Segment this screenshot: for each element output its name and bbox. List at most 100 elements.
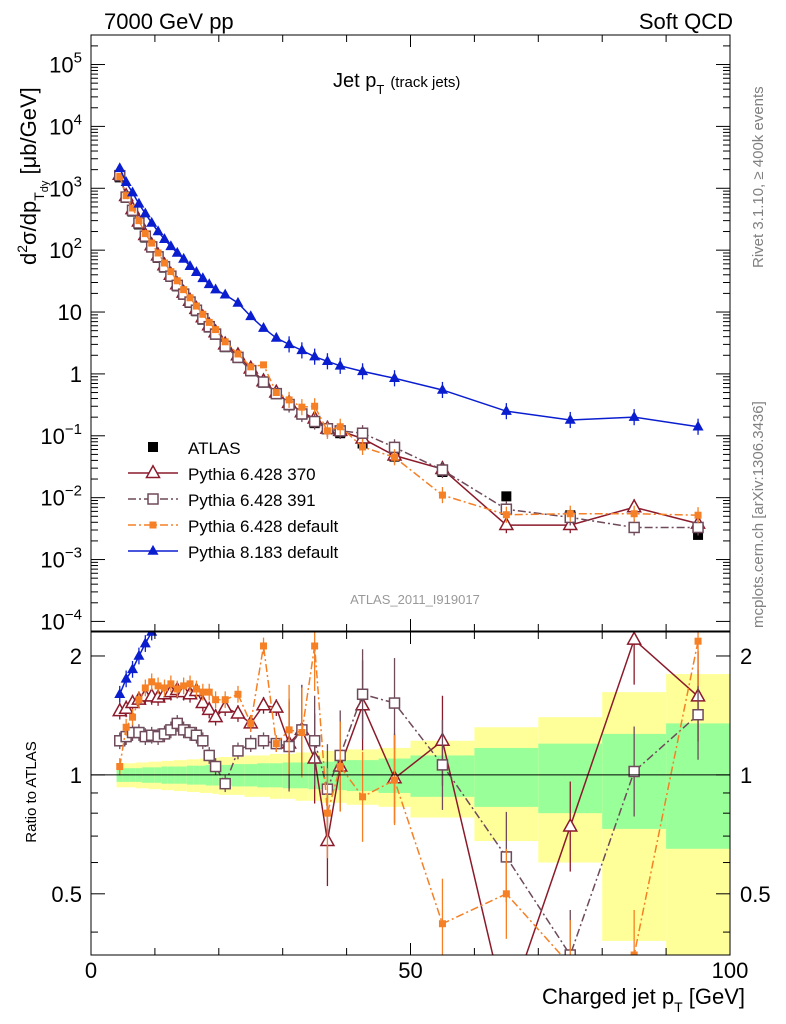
data-point xyxy=(357,365,369,376)
ratio-point xyxy=(247,719,255,727)
data-point xyxy=(566,510,574,518)
mcplots-label: mcplots.cern.ch [arXiv:1306.3436] xyxy=(750,401,767,628)
data-point xyxy=(178,252,190,263)
data-point xyxy=(146,216,158,227)
y-tick-label: 103 xyxy=(49,173,82,201)
ratio-point xyxy=(172,559,183,569)
ratio-point xyxy=(628,765,640,778)
data-point xyxy=(205,318,213,326)
data-point xyxy=(180,286,188,294)
ratio-point xyxy=(391,776,399,784)
analysis-label: ATLAS_2011_I919017 xyxy=(350,592,480,607)
ratio-point xyxy=(209,760,222,773)
ratio-point xyxy=(257,735,270,747)
ratio-point xyxy=(271,374,282,384)
ratio-point xyxy=(359,793,367,801)
y-tick-label: 10 xyxy=(58,300,82,325)
ratio-y-tick-label-right: 1 xyxy=(740,763,752,788)
data-point xyxy=(308,415,321,428)
data-point xyxy=(190,266,202,276)
ratio-point xyxy=(127,663,139,674)
ratio-point xyxy=(626,632,642,645)
data-point xyxy=(694,511,702,519)
data-point xyxy=(285,396,293,404)
ratio-point xyxy=(260,642,268,650)
data-point xyxy=(257,376,270,388)
axis-ticks xyxy=(90,34,731,955)
ratio-point xyxy=(154,682,162,690)
ratio-point xyxy=(219,777,231,790)
y-tick-label: 10−1 xyxy=(40,421,82,449)
data-point xyxy=(245,310,257,321)
ratio-point xyxy=(567,962,574,969)
ratio-point xyxy=(203,749,215,762)
legend-label: ATLAS xyxy=(188,439,241,458)
main-plot-data xyxy=(111,162,706,540)
ratio-point xyxy=(245,737,257,750)
data-point xyxy=(122,192,130,200)
data-point xyxy=(219,288,231,299)
data-point xyxy=(260,361,268,369)
data-point xyxy=(692,420,704,431)
ratio-point xyxy=(438,920,446,928)
legend-label: Pythia 6.428 391 xyxy=(188,491,316,510)
data-point xyxy=(692,521,704,534)
series-line xyxy=(119,168,699,428)
data-point xyxy=(359,443,367,451)
y-tick-label: 10−2 xyxy=(40,483,82,511)
ratio-point xyxy=(629,66,640,76)
data-point xyxy=(500,405,512,415)
ratio-point xyxy=(205,688,213,696)
y-tick-label: 105 xyxy=(49,50,82,78)
series-0 xyxy=(114,172,704,540)
ratio-point xyxy=(268,698,285,713)
ratio-point xyxy=(230,704,246,719)
data-point xyxy=(336,423,344,431)
data-point xyxy=(311,402,319,410)
ratio-point xyxy=(148,678,156,686)
ratio-point xyxy=(207,708,224,723)
data-point xyxy=(165,240,177,251)
legend-marker xyxy=(148,442,158,452)
legend-marker xyxy=(145,464,161,479)
x-tick-label: 0 xyxy=(85,958,97,983)
ratio-point xyxy=(437,246,448,256)
ratio-y-tick-label: 1 xyxy=(70,763,82,788)
data-point xyxy=(199,310,207,318)
data-point xyxy=(148,239,156,247)
data-point xyxy=(323,427,331,435)
legend-label: Pythia 6.428 370 xyxy=(188,465,316,484)
x-axis-label: Charged jet pT [GeV] xyxy=(542,984,745,1015)
ratio-y-axis-label: Ratio to ATLAS xyxy=(23,741,40,842)
data-point xyxy=(154,249,162,257)
y-tick-label: 1 xyxy=(70,362,82,387)
data-point xyxy=(210,283,222,294)
data-point xyxy=(498,516,515,531)
header-energy: 7000 GeV pp xyxy=(104,9,234,34)
data-point xyxy=(270,331,282,342)
ratio-point xyxy=(171,717,184,730)
rivet-label: Rivet 3.1.10, ≥ 400k events xyxy=(750,86,767,268)
band-green xyxy=(474,747,539,807)
ratio-y-tick-label-right: 2 xyxy=(740,644,752,669)
ratio-point xyxy=(159,592,170,602)
data-point xyxy=(247,363,255,371)
header-process: Soft QCD xyxy=(639,9,733,34)
main-plot-frame xyxy=(90,34,731,632)
data-point xyxy=(160,259,168,267)
data-point xyxy=(173,277,181,285)
ratio-series-3 xyxy=(114,66,640,703)
ratio-point xyxy=(336,763,344,771)
ratio-point xyxy=(165,724,177,736)
data-point xyxy=(628,521,640,534)
data-point xyxy=(334,359,346,370)
data-point xyxy=(158,233,170,244)
ratio-point xyxy=(180,682,188,690)
legend-label: Pythia 8.183 default xyxy=(188,543,339,562)
ratio-point xyxy=(308,735,321,747)
ratio-point xyxy=(565,159,576,169)
ratio-point xyxy=(502,890,510,898)
ratio-point xyxy=(311,642,319,650)
ratio-point xyxy=(199,688,207,696)
data-point xyxy=(186,294,194,302)
